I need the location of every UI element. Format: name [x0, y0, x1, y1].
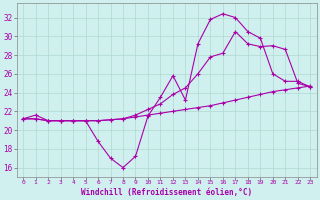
X-axis label: Windchill (Refroidissement éolien,°C): Windchill (Refroidissement éolien,°C) [81, 188, 252, 197]
